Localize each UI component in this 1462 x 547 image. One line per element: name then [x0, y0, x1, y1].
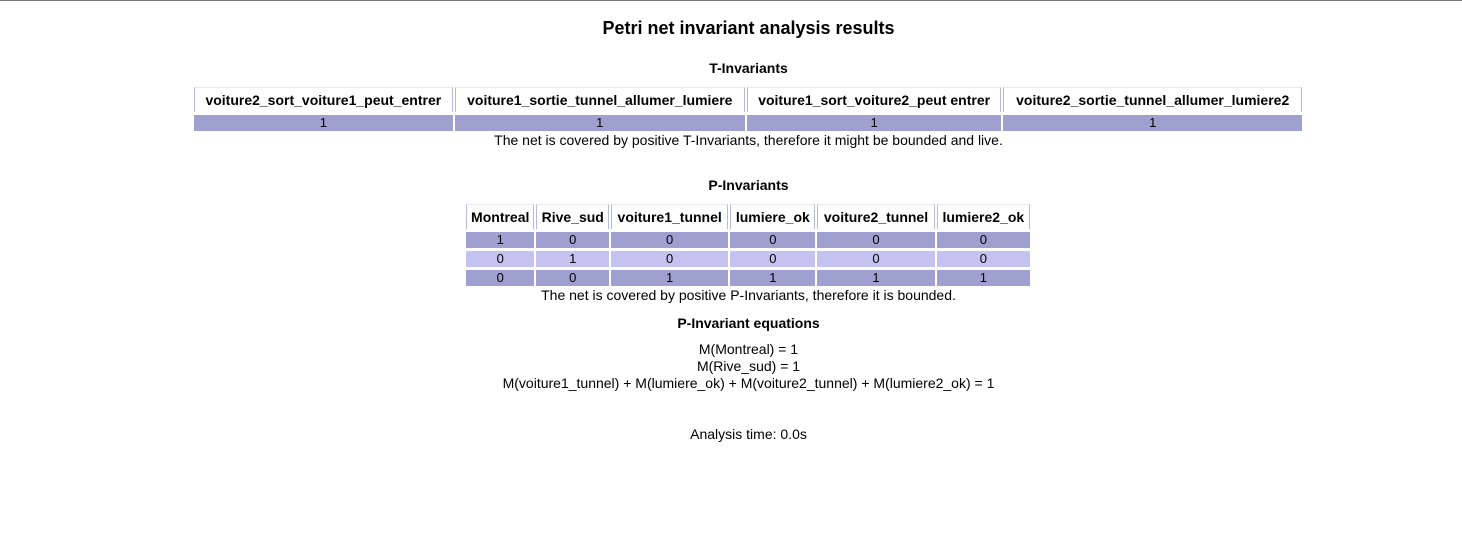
table-cell: 1 — [936, 270, 1030, 286]
table-cell: 0 — [817, 251, 935, 267]
table-cell: 1 — [817, 270, 935, 286]
p-col-header: voiture1_tunnel — [611, 204, 729, 229]
table-row: 1 0 0 0 0 0 — [466, 232, 1030, 248]
p-col-header: lumiere2_ok — [936, 204, 1030, 229]
table-cell: 0 — [730, 251, 816, 267]
top-border-line — [0, 0, 1462, 1]
equation-line: M(Rive_sud) = 1 — [696, 358, 801, 374]
table-cell: 1 — [730, 270, 816, 286]
p-invariants-header-row: Montreal Rive_sud voiture1_tunnel lumier… — [466, 204, 1030, 229]
t-invariants-header-row: voiture2_sort_voiture1_peut_entrer voitu… — [194, 87, 1302, 112]
table-cell: 1 — [746, 115, 1002, 131]
table-cell: 0 — [536, 270, 610, 286]
table-cell: 1 — [611, 270, 729, 286]
table-cell: 1 — [536, 251, 610, 267]
t-col-header: voiture1_sortie_tunnel_allumer_lumiere — [454, 87, 745, 112]
table-row: 0 0 1 1 1 1 — [466, 270, 1030, 286]
table-cell: 1 — [466, 232, 535, 248]
table-cell: 0 — [466, 270, 535, 286]
table-cell: 0 — [936, 251, 1030, 267]
table-cell: 0 — [936, 232, 1030, 248]
p-invariants-note: The net is covered by positive P-Invaria… — [541, 287, 956, 303]
table-cell: 0 — [730, 232, 816, 248]
table-cell: 0 — [611, 251, 729, 267]
table-cell: 0 — [466, 251, 535, 267]
p-col-header: lumiere_ok — [730, 204, 816, 229]
p-col-header: voiture2_tunnel — [817, 204, 935, 229]
t-col-header: voiture2_sort_voiture1_peut_entrer — [194, 87, 453, 112]
table-row: 0 1 0 0 0 0 — [466, 251, 1030, 267]
equations-heading: P-Invariant equations — [677, 315, 820, 331]
table-cell: 0 — [536, 232, 610, 248]
table-cell: 1 — [194, 115, 453, 131]
table-cell: 1 — [454, 115, 745, 131]
p-invariants-heading: P-Invariants — [708, 177, 789, 193]
page-title: Petri net invariant analysis results — [602, 18, 895, 38]
p-invariants-table: Montreal Rive_sud voiture1_tunnel lumier… — [464, 204, 1032, 286]
equation-line: M(Montreal) = 1 — [698, 341, 799, 357]
table-cell: 1 — [1003, 115, 1302, 131]
table-row: 1 1 1 1 — [194, 115, 1302, 131]
t-invariants-heading: T-Invariants — [709, 60, 788, 76]
t-col-header: voiture1_sort_voiture2_peut entrer — [746, 87, 1002, 112]
equation-line: M(voiture1_tunnel) + M(lumiere_ok) + M(v… — [502, 375, 995, 391]
analysis-time: Analysis time: 0.0s — [690, 426, 807, 442]
table-cell: 0 — [611, 232, 729, 248]
t-invariants-note: The net is covered by positive T-Invaria… — [494, 132, 1003, 148]
p-col-header: Montreal — [466, 204, 535, 229]
t-col-header: voiture2_sortie_tunnel_allumer_lumiere2 — [1003, 87, 1302, 112]
p-col-header: Rive_sud — [536, 204, 610, 229]
t-invariants-table: voiture2_sort_voiture1_peut_entrer voitu… — [192, 87, 1304, 131]
table-cell: 0 — [817, 232, 935, 248]
